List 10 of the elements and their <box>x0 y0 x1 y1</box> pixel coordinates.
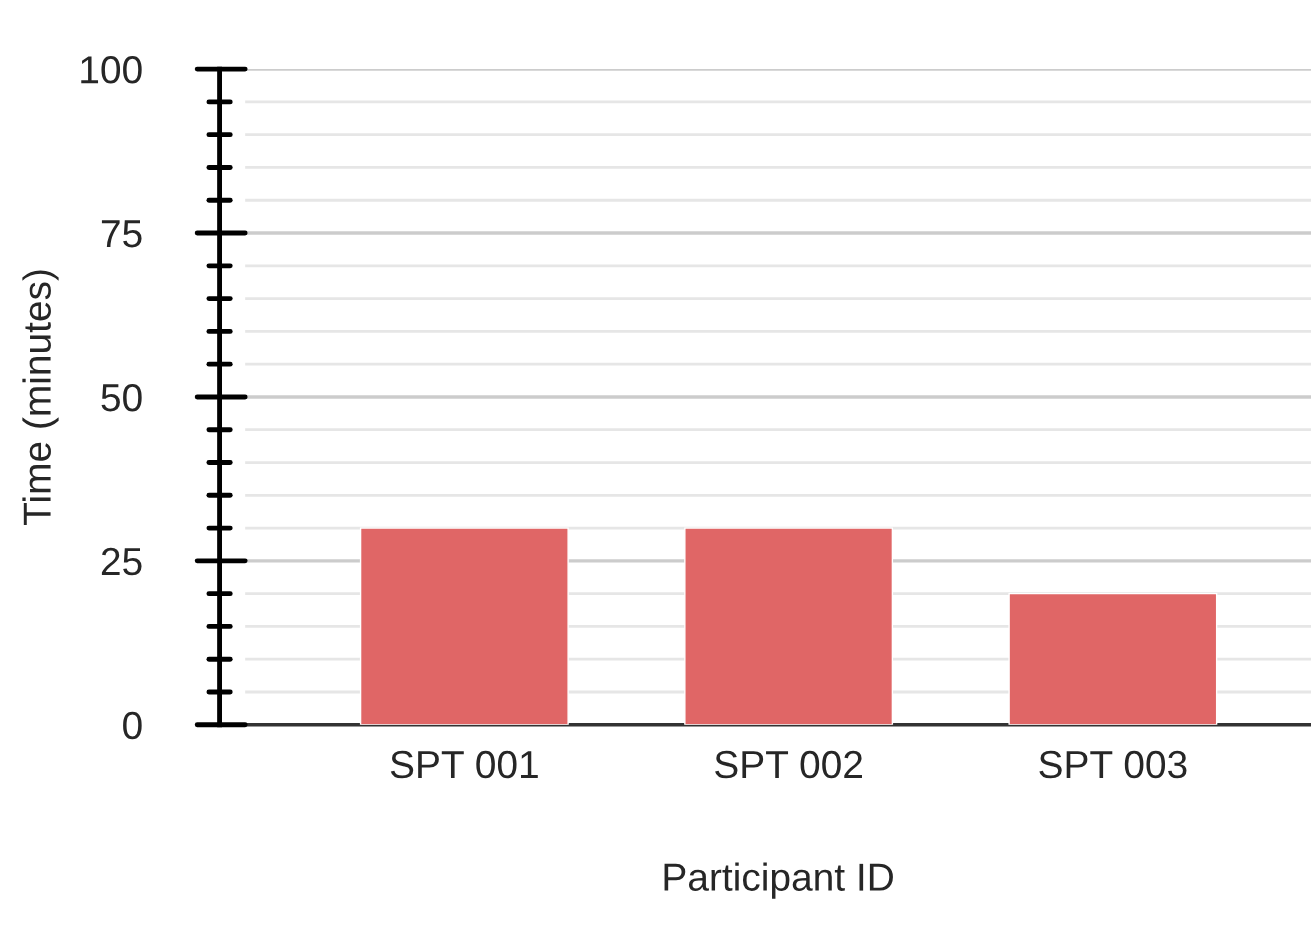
y-axis-title: Time (minutes) <box>22 270 59 525</box>
y-tick-label: 25 <box>101 547 142 576</box>
y-tick-label: 50 <box>101 383 142 412</box>
x-tick-label: SPT 002 <box>715 750 862 779</box>
y-tick-label: 100 <box>81 56 142 84</box>
y-tick-label: 75 <box>101 220 142 248</box>
x-tick-label: SPT 001 <box>390 750 538 779</box>
x-axis-title: Participant ID <box>664 862 893 899</box>
y-tick-label: 0 <box>123 711 142 740</box>
x-tick-label: SPT 003 <box>1039 750 1187 779</box>
